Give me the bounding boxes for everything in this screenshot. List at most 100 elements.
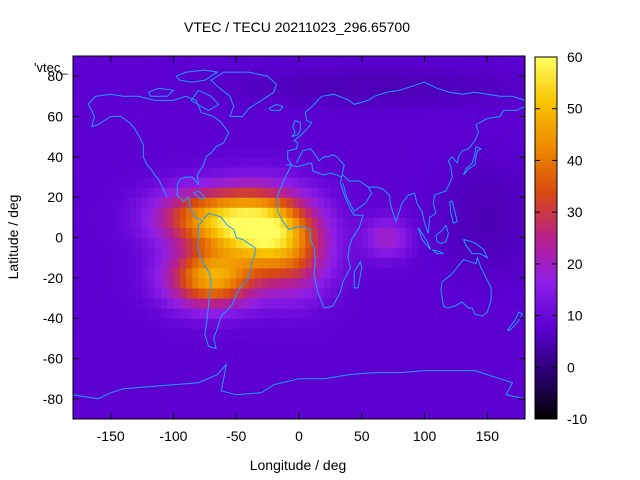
heatmap-cell <box>430 177 438 188</box>
heatmap-cell <box>299 166 306 178</box>
heatmap-cell <box>437 398 444 410</box>
heatmap-cell <box>116 358 124 370</box>
heatmap-cell <box>481 267 488 279</box>
heatmap-cell <box>418 126 426 138</box>
heatmap-cell <box>255 76 262 87</box>
heatmap-cell <box>123 177 131 188</box>
heatmap-cell <box>342 247 350 259</box>
heatmap-cell <box>499 408 507 419</box>
heatmap-cell <box>518 177 525 188</box>
heatmap-cell <box>499 267 507 279</box>
heatmap-cell <box>518 76 525 87</box>
heatmap-cell <box>192 116 200 128</box>
heatmap-cell <box>317 348 325 360</box>
heatmap-cell <box>186 257 193 269</box>
heatmap-cell <box>142 388 149 400</box>
coastline-path <box>175 69 219 83</box>
heatmap-cell <box>173 338 181 350</box>
heatmap-cell <box>248 106 256 118</box>
heatmap-cell <box>223 338 231 350</box>
heatmap-cell <box>148 66 156 77</box>
heatmap-cell <box>361 348 369 360</box>
heatmap-cell <box>267 277 275 289</box>
heatmap-cell <box>160 66 168 77</box>
heatmap-cell <box>374 298 382 309</box>
heatmap-cell <box>217 287 225 299</box>
heatmap-cell <box>512 177 520 188</box>
heatmap-cell <box>499 227 507 239</box>
heatmap-cell <box>393 156 401 168</box>
heatmap-cell <box>198 76 206 87</box>
heatmap-cell <box>330 318 338 329</box>
heatmap-cell <box>424 338 432 350</box>
heatmap-cell <box>248 166 256 178</box>
heatmap-cell <box>273 358 281 370</box>
heatmap-cell <box>424 136 432 148</box>
heatmap-cell <box>449 368 457 380</box>
heatmap-cell <box>311 237 319 249</box>
heatmap-cell <box>512 146 520 158</box>
heatmap-cell <box>499 257 507 269</box>
heatmap-cell <box>437 277 444 289</box>
heatmap-cell <box>499 66 507 77</box>
heatmap-cell <box>317 96 325 108</box>
heatmap-cell <box>405 197 413 208</box>
heatmap-cell <box>405 378 413 390</box>
heatmap-cell <box>355 227 363 239</box>
heatmap-cell <box>160 106 168 118</box>
heatmap-cell <box>79 56 87 67</box>
heatmap-cell <box>142 287 149 299</box>
heatmap-cell <box>330 66 338 77</box>
heatmap-cell <box>317 247 325 259</box>
heatmap-cell <box>424 146 432 158</box>
heatmap-cell <box>179 277 187 289</box>
heatmap-cell <box>361 86 369 97</box>
heatmap-cell <box>324 156 331 168</box>
heatmap-cell <box>481 247 488 259</box>
heatmap-cell <box>487 116 495 128</box>
heatmap-cell <box>255 207 262 218</box>
heatmap-cell <box>361 56 369 67</box>
heatmap-cell <box>280 328 288 339</box>
heatmap-cell <box>242 328 250 339</box>
heatmap-cell <box>211 267 218 279</box>
colorbar-tick-label: 20 <box>567 256 583 272</box>
heatmap-cell <box>255 187 262 198</box>
heatmap-cell <box>236 126 244 138</box>
heatmap-cell <box>280 207 288 218</box>
heatmap-cell <box>305 338 313 350</box>
heatmap-cell <box>148 318 156 329</box>
heatmap-cell <box>248 126 256 138</box>
heatmap-cell <box>506 388 514 400</box>
heatmap-cell <box>236 378 244 390</box>
heatmap-cell <box>248 298 256 309</box>
heatmap-cell <box>142 338 149 350</box>
heatmap-cell <box>317 398 325 410</box>
heatmap-cell <box>116 207 124 218</box>
heatmap-cell <box>173 76 181 87</box>
heatmap-cell <box>493 217 501 229</box>
heatmap-cell <box>98 277 105 289</box>
heatmap-cell <box>267 116 275 128</box>
heatmap-cell <box>186 86 193 97</box>
heatmap-cell <box>267 177 275 188</box>
heatmap-cell <box>204 267 212 279</box>
heatmap-cell <box>342 96 350 108</box>
heatmap-cell <box>317 287 325 299</box>
heatmap-cell <box>449 257 457 269</box>
heatmap-cell <box>223 207 231 218</box>
heatmap-cell <box>336 116 344 128</box>
heatmap-cell <box>167 66 175 77</box>
heatmap-cell <box>261 358 269 370</box>
heatmap-cell <box>324 56 331 67</box>
heatmap-cell <box>330 358 338 370</box>
heatmap-cell <box>255 66 262 77</box>
heatmap-cell <box>273 86 281 97</box>
heatmap-cell <box>349 96 357 108</box>
heatmap-cell <box>518 166 525 178</box>
heatmap-cell <box>518 156 525 168</box>
heatmap-cell <box>91 287 99 299</box>
heatmap-cell <box>418 308 426 319</box>
heatmap-cell <box>305 348 313 360</box>
heatmap-cell <box>110 166 118 178</box>
